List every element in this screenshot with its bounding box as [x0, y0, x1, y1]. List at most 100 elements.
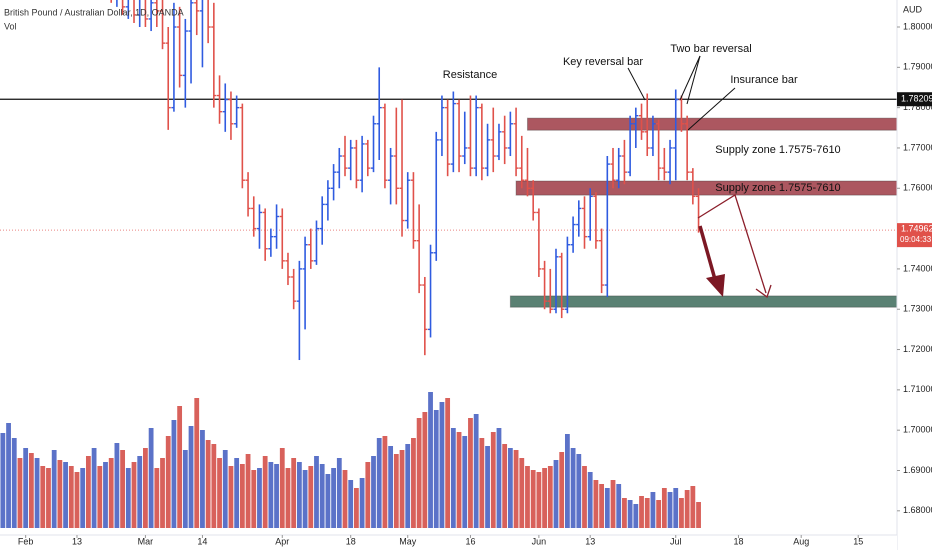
volume-bar — [228, 466, 234, 528]
volume-bar — [639, 496, 644, 528]
hline-label-bg — [897, 92, 932, 107]
volume-bar — [257, 468, 262, 528]
volume-bar — [188, 426, 194, 528]
pointer-line — [686, 55, 701, 105]
volume-bar — [57, 460, 63, 528]
volume-bar — [46, 468, 51, 528]
volume-bar — [633, 504, 639, 528]
volume-bar — [148, 428, 154, 528]
volume-bar — [468, 418, 473, 528]
volume-bar — [450, 428, 456, 528]
volume-bar — [319, 464, 325, 528]
volume-bar — [622, 498, 627, 528]
volume-bar — [388, 446, 394, 528]
volume-bar — [171, 420, 177, 528]
last-time-label: 09:04:33 — [900, 235, 932, 244]
volume-bar — [496, 428, 502, 528]
volume-bar — [376, 438, 382, 528]
volume-bar — [217, 458, 222, 528]
volume-bar — [673, 488, 679, 528]
volume-bar — [371, 456, 376, 528]
volume-bar — [485, 446, 490, 528]
chart-title: British Pound / Australian Dollar, 1D, O… — [4, 7, 184, 17]
volume-bar — [684, 490, 690, 528]
volume-bar — [97, 466, 103, 528]
volume-bar — [570, 448, 576, 528]
volume-bar — [325, 474, 331, 528]
volume-bar — [114, 443, 120, 528]
x-tick-label: 18 — [346, 536, 356, 546]
volume-bar — [553, 460, 559, 528]
volume-bar — [336, 458, 342, 528]
annotation: Supply zone 1.7575-7610 — [715, 182, 840, 194]
volume-bar — [200, 430, 205, 528]
volume-bar — [103, 462, 108, 528]
volume-bar — [34, 458, 40, 528]
volume-bar — [656, 500, 662, 528]
y-tick-label: 1.79000 — [903, 62, 932, 72]
volume-bar — [690, 486, 696, 528]
volume-bar — [177, 406, 183, 528]
volume-bar — [359, 478, 365, 528]
y-tick-label: 1.77000 — [903, 142, 932, 152]
volume-bar — [268, 462, 274, 528]
last-price-bg — [897, 223, 932, 248]
x-tick-label: 13 — [585, 536, 595, 546]
volume-bar — [439, 402, 445, 528]
volume-bar — [40, 466, 46, 528]
volume-bar — [627, 500, 633, 528]
volume-bar — [502, 444, 508, 528]
volume-bar — [507, 448, 513, 528]
volume-bar — [416, 418, 422, 528]
volume-bar — [108, 458, 114, 528]
volume-bar — [593, 480, 599, 528]
projection-line — [697, 194, 767, 294]
volume-bar — [331, 468, 336, 528]
x-tick-label: 15 — [853, 536, 863, 546]
annotation: Supply zone 1.7575-7610 — [715, 144, 840, 156]
volume-bar — [342, 470, 348, 528]
x-tick-label: May — [399, 536, 417, 546]
y-tick-label: 1.70000 — [903, 425, 932, 435]
pointer-line — [679, 55, 701, 101]
volume-bar — [194, 398, 200, 528]
volume-bar — [456, 432, 462, 528]
x-tick-label: 16 — [465, 536, 475, 546]
volume-bar — [661, 488, 667, 528]
volume-bar — [125, 468, 131, 528]
volume-bar — [576, 454, 582, 528]
volume-bar — [667, 492, 673, 528]
volume-bar — [513, 450, 519, 528]
volume-bar — [120, 450, 126, 528]
volume-bar — [490, 432, 496, 528]
volume-bar — [422, 412, 428, 528]
y-tick-label: 1.76000 — [903, 183, 932, 193]
volume-bar — [354, 488, 359, 528]
volume-bar — [245, 454, 251, 528]
annotation: Resistance — [443, 69, 497, 81]
volume-bar — [604, 488, 610, 528]
volume-bar — [85, 456, 91, 528]
last-price-label: 1.74962 — [901, 224, 932, 234]
volume-bar — [393, 454, 399, 528]
x-tick-label: 14 — [197, 536, 207, 546]
volume-bar — [296, 462, 302, 528]
y-tick-label: 1.80000 — [903, 21, 932, 31]
volume-bar — [0, 433, 6, 528]
volume-bar — [462, 436, 468, 528]
volume-bar — [610, 480, 616, 528]
volume-bar — [23, 448, 29, 528]
hline-label: 1.78209 — [901, 94, 932, 104]
volume-bar — [131, 462, 137, 528]
volume-bar — [154, 468, 160, 528]
volume-bar — [428, 392, 433, 528]
volume-bar — [63, 462, 68, 528]
zone — [526, 117, 898, 131]
pointer-line — [687, 87, 736, 131]
volume-bar — [536, 472, 542, 528]
volume-bar — [314, 456, 319, 528]
volume-bar — [302, 470, 308, 528]
x-tick-label: Mar — [138, 536, 154, 546]
volume-bar — [644, 498, 650, 528]
